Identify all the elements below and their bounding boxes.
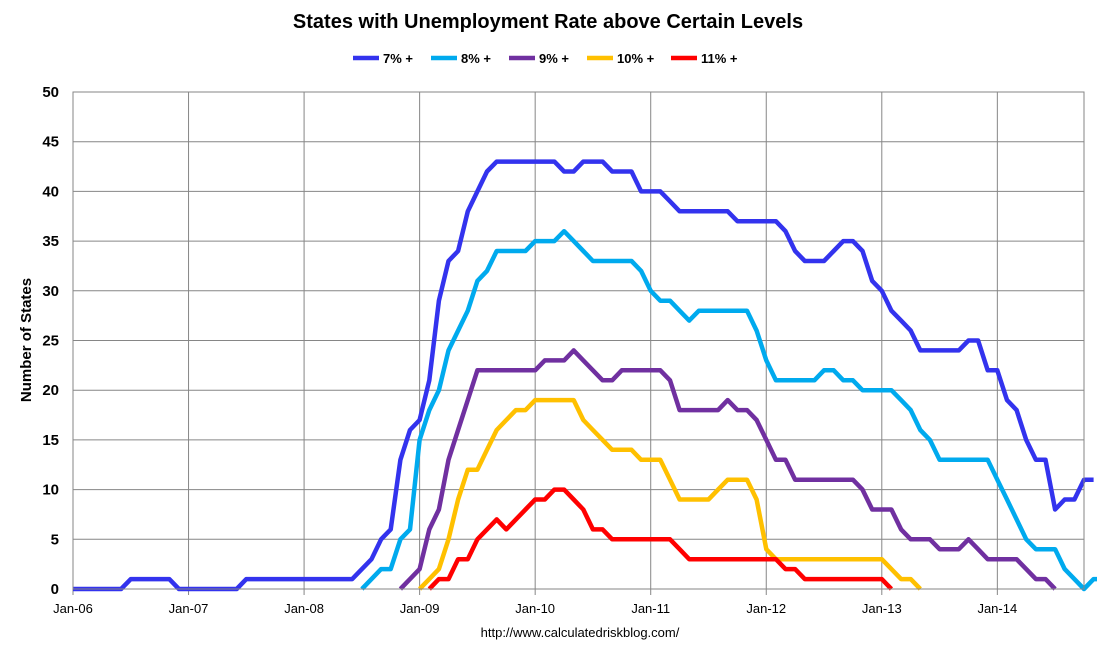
legend-label-3: 10% + [617,51,655,66]
chart-title: States with Unemployment Rate above Cert… [293,11,803,33]
source-url: http://www.calculatedriskblog.com/ [481,625,680,640]
y-tick-label: 5 [51,531,59,548]
x-axis-ticks: Jan-06 Jan-07 Jan-08 Jan-09 Jan-10 Jan-11 Jan-… [53,589,1017,616]
x-tick-label: Jan-08 [284,601,324,616]
y-axis-label: Number of States [18,278,35,402]
y-tick-label: 40 [42,183,59,200]
y-tick-label: 35 [42,233,59,250]
y-axis-ticks: 0 5 10 15 20 25 30 35 40 45 50 [42,84,59,598]
y-tick-label: 10 [42,482,59,499]
x-tick-label: Jan-06 [53,601,93,616]
legend-label-2: 9% + [539,51,569,66]
y-tick-label: 20 [42,382,59,399]
series-line-1 [360,228,1097,592]
legend-label-0: 7% + [383,51,413,66]
x-tick-label: Jan-10 [515,601,555,616]
y-tick-label: 50 [42,84,59,101]
x-tick-label: Jan-14 [977,601,1017,616]
x-tick-label: Jan-11 [631,601,670,616]
series-line-2 [398,348,1057,591]
y-tick-label: 0 [51,581,59,598]
plot-area [72,91,1085,590]
series-lines [73,159,1097,592]
series-line-4 [427,487,894,591]
chart-legend: 7% + 8% + 9% + 10% + 11% + [353,51,738,66]
x-tick-label: Jan-12 [746,601,786,616]
x-tick-label: Jan-09 [400,601,440,616]
series-line-3 [417,397,922,591]
y-tick-label: 45 [42,134,59,151]
legend-label-1: 8% + [461,51,491,66]
legend-label-4: 11% + [701,51,738,66]
y-tick-label: 25 [42,333,59,350]
x-tick-label: Jan-13 [862,601,902,616]
x-tick-label: Jan-07 [169,601,209,616]
y-tick-label: 30 [42,283,59,300]
y-tick-label: 15 [42,432,59,449]
series-line-0 [73,159,1094,592]
